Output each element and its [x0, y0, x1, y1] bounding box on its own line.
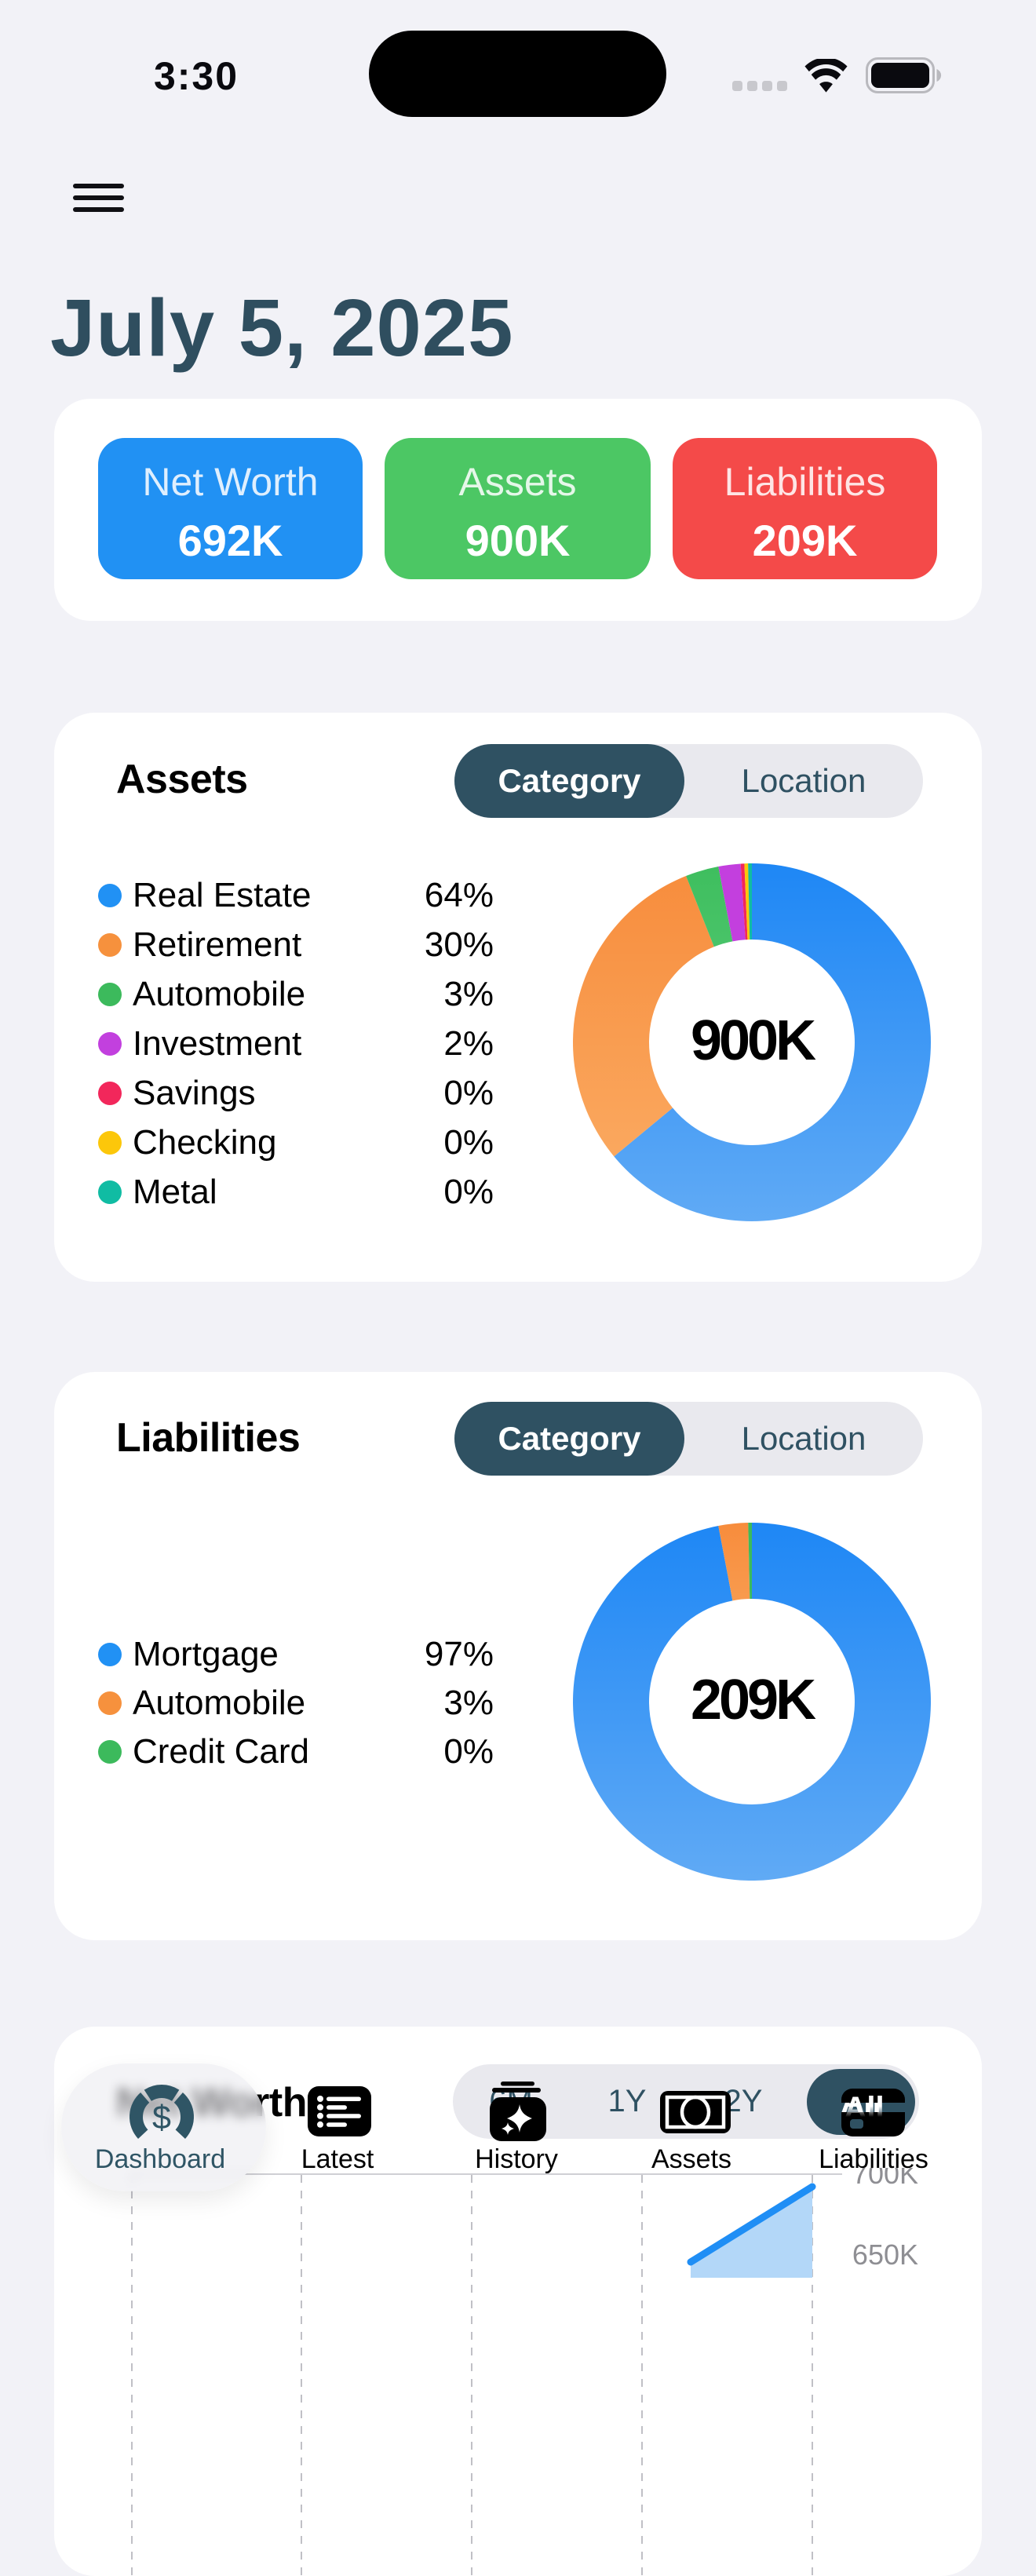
svg-text:700K: 700K [852, 2168, 918, 2190]
svg-text:All: All [844, 2091, 884, 2125]
svg-text:$: $ [152, 2099, 171, 2136]
svg-text:650K: 650K [852, 2238, 918, 2271]
